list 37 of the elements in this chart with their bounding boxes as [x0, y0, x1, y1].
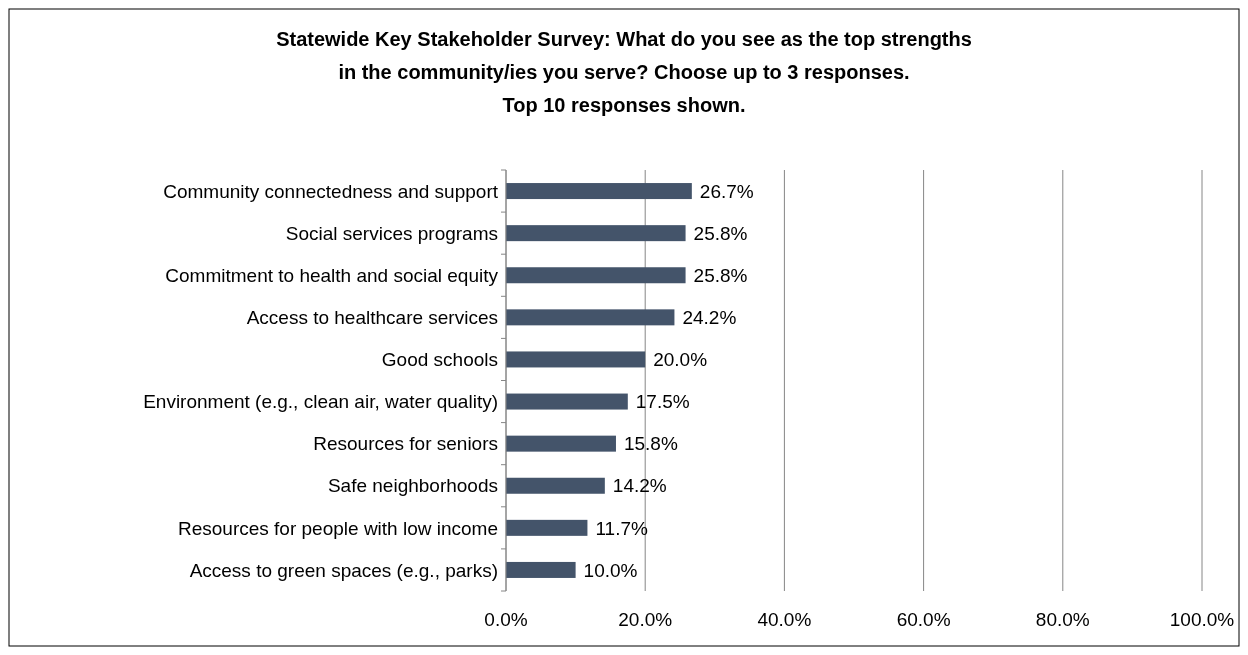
- y-tick-label: Good schools: [381, 349, 498, 371]
- data-label: 10.0%: [583, 559, 638, 581]
- bar: [506, 183, 692, 200]
- y-tick-label: Social services programs: [285, 222, 498, 244]
- x-tick-label: 0.0%: [484, 609, 528, 630]
- x-tick-label: 80.0%: [1035, 609, 1090, 630]
- y-tick-label: Commitment to health and social equity: [165, 264, 499, 286]
- bar: [506, 519, 588, 536]
- y-tick-label: Environment (e.g., clean air, water quality): [143, 391, 498, 413]
- y-tick-label: Resources for people with low income: [178, 517, 498, 539]
- bar: [506, 225, 686, 242]
- bar: [506, 309, 675, 326]
- chart-title: Statewide Key Stakeholder Survey: What do you see as the top strengths in the community/ies you serve? Choose up to 3 responses. Top 10 responses shown.: [276, 28, 972, 116]
- y-tick-label: Safe neighborhoods: [327, 475, 498, 497]
- x-tick-label: 100.0%: [1169, 609, 1235, 630]
- x-tick-label: 60.0%: [896, 609, 951, 630]
- x-tick-label: 40.0%: [757, 609, 812, 630]
- data-label: 24.2%: [682, 307, 737, 328]
- x-tick-label: 20.0%: [618, 609, 673, 630]
- data-label: 11.7%: [595, 517, 648, 539]
- data-label: 25.8%: [693, 222, 748, 244]
- y-tick-label: Access to green spaces (e.g., parks): [189, 559, 498, 581]
- bar: [506, 477, 605, 494]
- data-label: 25.8%: [693, 264, 748, 286]
- y-tick-label: Resources for seniors: [313, 433, 498, 455]
- y-tick-label: Access to healthcare services: [246, 307, 498, 328]
- bar: [506, 267, 686, 284]
- y-tick-label: Community connectedness and support: [163, 180, 499, 202]
- data-label: 26.7%: [699, 180, 754, 202]
- data-label: 14.2%: [612, 475, 667, 497]
- data-label: 15.8%: [623, 433, 678, 455]
- data-label: 20.0%: [653, 349, 708, 371]
- data-label: 17.5%: [635, 391, 690, 413]
- bar: [506, 351, 646, 368]
- bar: [506, 393, 628, 410]
- bar: [506, 435, 616, 452]
- bar: [506, 561, 576, 578]
